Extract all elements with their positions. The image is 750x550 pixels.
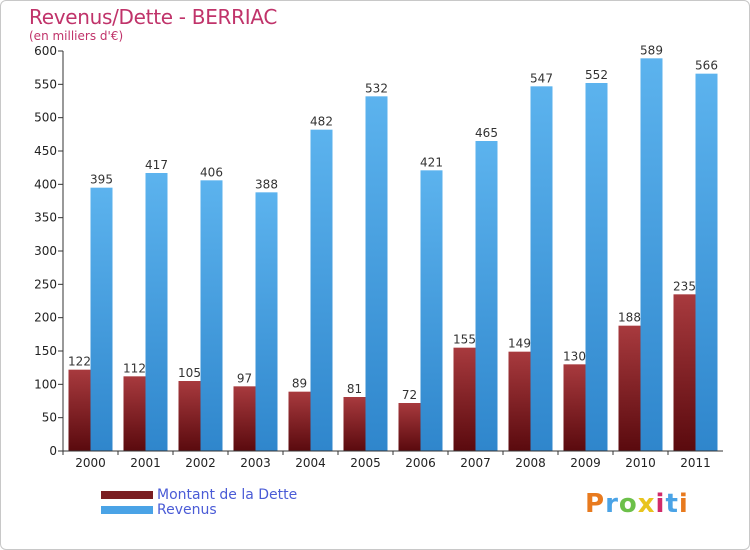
- value-label-dette: 130: [563, 349, 586, 363]
- logo-letter: i: [678, 489, 689, 519]
- logo-letter: t: [665, 489, 679, 519]
- bar-dette: [673, 294, 696, 451]
- x-tick-label: 2010: [625, 456, 656, 470]
- logo-letter: x: [637, 489, 656, 519]
- value-label-dette: 97: [237, 371, 252, 385]
- bar-revenus: [200, 180, 223, 452]
- bar-dette: [398, 403, 421, 451]
- logo-letter: o: [618, 489, 638, 519]
- value-label-dette: 112: [123, 361, 146, 375]
- value-label-revenus: 589: [640, 43, 663, 57]
- chart-title: Revenus/Dette - BERRIAC: [29, 5, 278, 29]
- x-tick-label: 2005: [350, 456, 381, 470]
- value-label-revenus: 465: [475, 126, 498, 140]
- bar-revenus: [640, 58, 663, 451]
- bar-dette: [68, 369, 91, 451]
- bar-dette: [343, 397, 366, 451]
- x-tick-label: 2001: [130, 456, 161, 470]
- chart-subtitle: (en milliers d'€): [29, 29, 124, 43]
- x-tick-label: 2002: [185, 456, 216, 470]
- x-tick-label: 2000: [75, 456, 106, 470]
- bar-revenus: [255, 192, 278, 452]
- value-label-revenus: 547: [530, 71, 553, 85]
- x-tick-label: 2008: [515, 456, 546, 470]
- value-label-dette: 235: [673, 279, 696, 293]
- bar-revenus: [475, 141, 498, 451]
- value-label-revenus: 552: [585, 68, 608, 82]
- bar-dette: [508, 351, 531, 451]
- value-label-dette: 105: [178, 366, 201, 380]
- y-tick-label: 500: [34, 111, 57, 125]
- bar-dette: [618, 325, 641, 451]
- x-tick-label: 2003: [240, 456, 271, 470]
- y-tick-label: 350: [34, 211, 57, 225]
- logo-letter: r: [605, 489, 619, 519]
- value-label-revenus: 482: [310, 115, 333, 129]
- value-label-revenus: 388: [255, 177, 278, 191]
- bar-dette: [233, 386, 256, 451]
- x-tick-label: 2009: [570, 456, 601, 470]
- y-tick-label: 300: [34, 244, 57, 258]
- legend-item-revenus: Revenus: [101, 502, 217, 518]
- legend-swatch-revenus: [101, 506, 153, 514]
- value-label-revenus: 532: [365, 81, 388, 95]
- value-label-revenus: 395: [90, 173, 113, 187]
- y-tick-label: 150: [34, 344, 57, 358]
- y-tick-label: 400: [34, 177, 57, 191]
- value-label-dette: 149: [508, 337, 531, 351]
- y-tick-label: 200: [34, 311, 57, 325]
- y-tick-label: 0: [49, 444, 57, 458]
- y-tick-label: 600: [34, 44, 57, 58]
- logo-letter: i: [655, 489, 666, 519]
- bar-revenus: [365, 96, 388, 451]
- bar-revenus: [530, 86, 553, 451]
- y-tick-label: 250: [34, 277, 57, 291]
- value-label-dette: 122: [68, 355, 91, 369]
- x-tick-label: 2004: [295, 456, 326, 470]
- legend-label-revenus: Revenus: [157, 502, 217, 518]
- value-label-dette: 188: [618, 311, 641, 325]
- value-label-dette: 155: [453, 333, 476, 347]
- value-label-revenus: 417: [145, 158, 168, 172]
- value-label-revenus: 566: [695, 59, 718, 73]
- y-tick-label: 100: [34, 377, 57, 391]
- bar-revenus: [90, 187, 113, 451]
- bar-dette: [563, 364, 586, 451]
- x-tick-label: 2011: [680, 456, 711, 470]
- y-tick-label: 550: [34, 77, 57, 91]
- y-tick-label: 50: [42, 411, 57, 425]
- bar-dette: [288, 391, 311, 451]
- value-label-revenus: 421: [420, 155, 443, 169]
- value-label-revenus: 406: [200, 165, 223, 179]
- legend-swatch-debt: [101, 491, 153, 499]
- bar-dette: [123, 376, 146, 451]
- value-label-dette: 81: [347, 382, 362, 396]
- bar-revenus: [585, 83, 608, 451]
- legend-item-debt: Montant de la Dette: [101, 487, 297, 503]
- legend-label-debt: Montant de la Dette: [157, 487, 298, 503]
- bar-dette: [453, 347, 476, 451]
- y-tick-label: 450: [34, 144, 57, 158]
- bar-revenus: [695, 73, 718, 452]
- bar-revenus: [310, 129, 333, 451]
- proxiti-logo: Proxiti: [585, 489, 689, 519]
- bar-revenus: [420, 170, 443, 452]
- logo-letter: P: [585, 489, 606, 519]
- bar-dette: [178, 381, 201, 451]
- value-label-dette: 89: [292, 377, 307, 391]
- x-tick-label: 2006: [405, 456, 436, 470]
- bar-revenus: [145, 173, 168, 451]
- value-label-dette: 72: [402, 388, 417, 402]
- x-tick-label: 2007: [460, 456, 491, 470]
